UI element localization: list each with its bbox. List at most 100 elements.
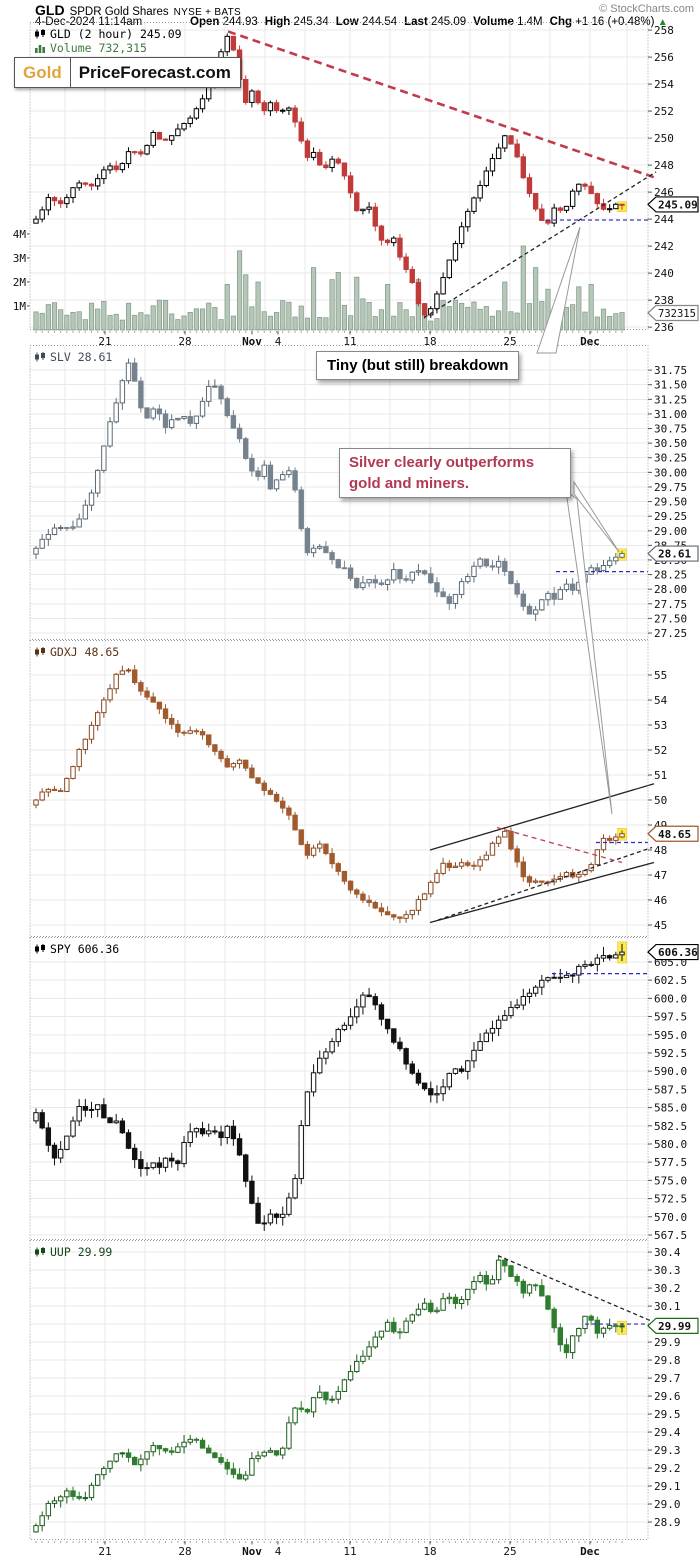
svg-text:51: 51 [654,769,667,782]
slv-panel-title: SLV 28.61 [50,350,113,364]
svg-text:572.5: 572.5 [654,1193,687,1206]
gld-volume-text: Volume 732,315 [50,41,147,55]
uup-chart-panel: 28.9 29.0 29.1 29.2 29.3 29.4 29.5 29.6 29.7 29.8… [29,1240,699,1558]
svg-text:242: 242 [654,240,674,253]
gld-price-tag: 732315 [647,304,699,322]
svg-text:29.8: 29.8 [654,1354,681,1367]
svg-text:29.3: 29.3 [654,1444,681,1457]
svg-text:25: 25 [503,1545,516,1558]
silver-outperforms-callout: Silver clearly outperforms gold and mine… [339,448,571,498]
svg-text:258: 258 [654,24,674,37]
gdxj-trendlines [429,783,655,924]
svg-text:47: 47 [654,869,667,882]
uup-candles [33,1255,625,1533]
chg-value: +1.16 (+0.48%) [575,16,655,28]
svg-text:18: 18 [423,1545,436,1558]
svg-text:236: 236 [654,321,674,334]
candlestick-chart-icon [35,944,45,954]
spy-chart-panel: 567.5 570.0 572.5 575.0 577.5 580.0 582.5 585.0… [29,937,699,1240]
silver-callout-line1: Silver clearly outperforms [349,454,535,471]
svg-text:1M: 1M [13,300,27,313]
svg-text:27.75: 27.75 [654,598,687,611]
uup-y-axis: 28.9 29.0 29.1 29.2 29.3 29.4 29.5 29.6 29.7 29.8… [648,1246,681,1529]
spy-grid [30,937,648,1240]
svg-text:28: 28 [178,1545,191,1558]
svg-text:570.0: 570.0 [654,1211,687,1224]
low-label: Low [335,16,359,28]
svg-text:55: 55 [654,669,667,682]
svg-text:585.0: 585.0 [654,1102,687,1115]
svg-text:21: 21 [98,1545,111,1558]
header-title: GLD SPDR Gold Shares NYSE + BATS [35,2,241,20]
svg-text:240: 240 [654,267,674,280]
spy-panel-title: SPY 606.36 [50,942,120,956]
gld-panel-title: GLD (2 hour) 245.09 [50,27,182,41]
candlestick-chart-icon [35,647,45,657]
svg-text:577.5: 577.5 [654,1156,687,1169]
uup-panel-title: UUP 29.99 [50,1245,113,1259]
svg-text:606.36: 606.36 [658,946,698,959]
last-label: Last [404,16,428,28]
svg-text:30.4: 30.4 [654,1246,681,1259]
svg-text:30.2: 30.2 [654,1282,681,1295]
spy-panel-label: SPY 606.36 [34,942,119,956]
svg-text:575.0: 575.0 [654,1174,687,1187]
spy-price-tag: 606.36 [647,943,699,961]
svg-text:29.4: 29.4 [654,1426,681,1439]
svg-text:254: 254 [654,78,674,91]
svg-text:Nov: Nov [242,1545,262,1558]
gld-volume-bars [33,245,625,331]
svg-text:11: 11 [343,1545,356,1558]
svg-text:29.5: 29.5 [654,1408,681,1421]
svg-text:248: 248 [654,159,674,172]
svg-text:48.65: 48.65 [658,828,691,841]
ticker-symbol: GLD [35,2,65,18]
svg-text:600.0: 600.0 [654,992,687,1005]
svg-text:245.09: 245.09 [658,198,698,211]
svg-text:246: 246 [654,186,674,199]
svg-text:30.75: 30.75 [654,423,687,436]
svg-text:29.25: 29.25 [654,510,687,523]
breakdown-callout: Tiny (but still) breakdown [316,351,520,380]
svg-text:602.5: 602.5 [654,974,687,987]
svg-text:27.50: 27.50 [654,612,687,625]
date-axis: 21 28 Nov 4 11 18 25 Dec [35,1541,623,1558]
svg-text:30.3: 30.3 [654,1264,681,1277]
svg-text:21: 21 [98,335,111,345]
last-value: 245.09 [430,16,467,28]
date-axis: 21 28 Nov 4 11 18 25 Dec [35,331,623,345]
svg-text:29.6: 29.6 [654,1390,681,1403]
gld-chart-panel: 1M2M3M4M23623824024224424624825025225425… [13,22,699,345]
svg-text:28.00: 28.00 [654,583,687,596]
goldpriceforecast-logo: Gold PriceForecast.com [14,57,241,88]
svg-text:4: 4 [275,335,282,345]
svg-text:29.75: 29.75 [654,481,687,494]
chg-label: Chg [549,16,572,28]
quote-line: 4-Dec-2024 11:14am Open 244.93 High 245.34… [35,16,668,28]
slv-grid [30,345,648,640]
svg-text:238: 238 [654,294,674,307]
svg-text:28.25: 28.25 [654,569,687,582]
gld-price-tag: 245.09 [647,196,699,213]
volume-bars-icon [35,45,45,53]
candlestick-chart-icon [35,352,45,362]
svg-text:4M: 4M [13,228,27,241]
slv-candles [33,357,625,621]
slv-y-axis: 27.2527.5027.7528.0028.2528.5028.7529.00… [648,364,687,640]
uup-price-tag: 29.99 [647,1317,699,1334]
candlestick-chart-icon [35,29,45,39]
svg-text:Nov: Nov [242,335,262,345]
svg-text:256: 256 [654,51,674,64]
svg-text:597.5: 597.5 [654,1011,687,1024]
svg-text:30.50: 30.50 [654,437,687,450]
svg-text:53: 53 [654,719,667,732]
logo-gold-text: Gold [23,63,62,82]
svg-text:30.1: 30.1 [654,1300,681,1313]
svg-text:28: 28 [178,335,191,345]
gdxj-panel-label: GDXJ 48.65 [34,645,119,659]
svg-text:18: 18 [423,335,436,345]
gld-volume-axis: 1M 2M 3M 4M [13,228,30,313]
